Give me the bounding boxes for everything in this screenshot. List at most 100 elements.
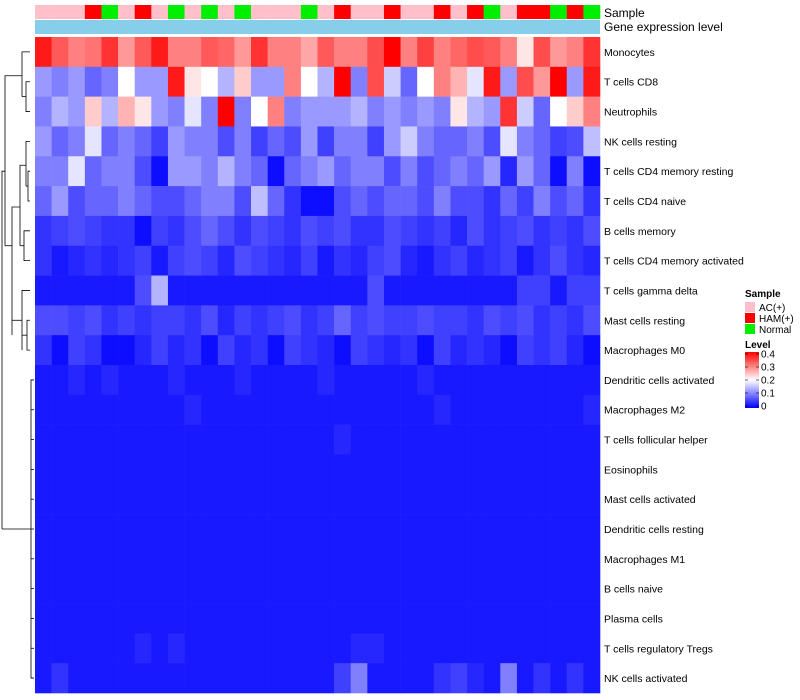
heatmap-cell bbox=[450, 305, 468, 336]
sample-legend-title: Sample bbox=[745, 289, 781, 300]
heatmap-cell bbox=[68, 215, 86, 247]
row-dendrogram bbox=[1, 51, 34, 679]
heatmap-cell bbox=[583, 484, 601, 515]
heatmap-cell bbox=[483, 365, 501, 396]
heatmap-cell bbox=[367, 633, 385, 664]
heatmap-cell bbox=[84, 66, 102, 97]
heatmap-cell bbox=[267, 454, 285, 485]
heatmap-cell bbox=[84, 186, 102, 217]
heatmap-cell bbox=[533, 573, 551, 604]
row-label: T cells CD4 naive bbox=[604, 196, 686, 208]
heatmap-cell bbox=[35, 245, 52, 276]
heatmap-cell bbox=[35, 66, 52, 97]
heatmap-cell bbox=[533, 96, 551, 127]
heatmap-cell bbox=[134, 156, 152, 187]
sample-cell bbox=[533, 5, 551, 19]
heatmap-cell bbox=[151, 275, 169, 306]
heatmap-cell bbox=[383, 484, 401, 515]
heatmap-cell bbox=[167, 603, 185, 634]
heatmap-cell bbox=[167, 245, 185, 276]
heatmap-cell bbox=[433, 305, 451, 336]
heatmap-cell bbox=[167, 66, 185, 97]
heatmap-cell bbox=[300, 275, 318, 306]
heatmap-cell bbox=[334, 66, 352, 97]
heatmap-cell bbox=[118, 215, 136, 247]
heatmap-cell bbox=[267, 275, 285, 306]
heatmap-cell bbox=[300, 156, 318, 187]
heatmap-cell bbox=[201, 573, 219, 604]
heatmap-cell bbox=[317, 573, 335, 604]
heatmap-cell bbox=[35, 633, 52, 664]
heatmap-cell bbox=[550, 663, 568, 694]
heatmap-cell bbox=[267, 335, 285, 366]
heatmap-cell bbox=[500, 573, 518, 604]
heatmap-cell bbox=[201, 454, 219, 485]
heatmap-cell bbox=[284, 633, 302, 664]
heatmap-cell bbox=[300, 66, 318, 97]
heatmap-cell bbox=[151, 514, 169, 545]
heatmap-cell bbox=[400, 663, 418, 694]
heatmap-cell bbox=[300, 573, 318, 604]
heatmap-cell bbox=[84, 633, 102, 664]
heatmap-cell bbox=[151, 66, 169, 97]
heatmap-cell bbox=[533, 543, 551, 575]
heatmap-cell bbox=[383, 424, 401, 455]
heatmap-cell bbox=[217, 96, 235, 127]
heatmap-cell bbox=[134, 603, 152, 634]
heatmap-cell bbox=[317, 633, 335, 664]
heatmap-cell bbox=[251, 305, 268, 336]
heatmap-cell bbox=[167, 275, 185, 306]
sample-cell bbox=[167, 5, 185, 19]
heatmap-cell bbox=[284, 365, 302, 396]
sample-cell bbox=[234, 5, 252, 19]
dendrogram-branch bbox=[1, 170, 5, 529]
heatmap-cell bbox=[167, 484, 185, 515]
heatmap-cell bbox=[350, 573, 368, 604]
heatmap-cell bbox=[550, 454, 568, 485]
heatmap-cell bbox=[516, 573, 534, 604]
heatmap-cell bbox=[400, 37, 418, 68]
heatmap-cell bbox=[134, 484, 152, 515]
level-legend: Level 0.4 0.3 0.2 0.1 0 bbox=[745, 340, 775, 413]
heatmap-cell bbox=[35, 603, 52, 634]
heatmap-cell bbox=[35, 573, 52, 604]
heatmap-cell bbox=[450, 663, 468, 694]
level-tick-label: 0 bbox=[761, 402, 767, 413]
heatmap-cell bbox=[334, 394, 352, 425]
heatmap-cell bbox=[68, 335, 86, 366]
heatmap-cell bbox=[500, 275, 518, 306]
heatmap-cell bbox=[350, 424, 368, 455]
heatmap-cell bbox=[433, 573, 451, 604]
heatmap-cell bbox=[483, 156, 501, 187]
heatmap-cell bbox=[84, 394, 102, 425]
heatmap-cell bbox=[134, 126, 152, 157]
heatmap-cell bbox=[167, 305, 185, 336]
heatmap-cell bbox=[184, 663, 202, 694]
heatmap-cell bbox=[68, 275, 86, 306]
heatmap-cell bbox=[516, 66, 534, 97]
heatmap-cell bbox=[68, 454, 86, 485]
heatmap-cell bbox=[383, 126, 401, 157]
heatmap-cell bbox=[350, 186, 368, 217]
heatmap-cell bbox=[483, 663, 501, 694]
heatmap-cell bbox=[550, 156, 568, 187]
heatmap-cell bbox=[367, 215, 385, 247]
heatmap-cell bbox=[234, 37, 252, 68]
heatmap-cell bbox=[251, 66, 268, 97]
heatmap-cell bbox=[500, 66, 518, 97]
sample-legend-label: Normal bbox=[759, 325, 791, 336]
heatmap-cell bbox=[550, 37, 568, 68]
heatmap-cell bbox=[566, 37, 584, 68]
heatmap-cell bbox=[267, 394, 285, 425]
sample-cell bbox=[84, 5, 102, 19]
heatmap-cell bbox=[483, 454, 501, 485]
heatmap-cell bbox=[234, 156, 252, 187]
heatmap-cell bbox=[234, 603, 252, 634]
dendrogram-branch bbox=[21, 290, 30, 351]
heatmap-cell bbox=[566, 633, 584, 664]
heatmap-cell bbox=[234, 543, 252, 575]
heatmap-cell bbox=[300, 424, 318, 455]
heatmap-cell bbox=[118, 365, 136, 396]
heatmap-cell bbox=[334, 663, 352, 694]
heatmap-cell bbox=[251, 663, 268, 694]
